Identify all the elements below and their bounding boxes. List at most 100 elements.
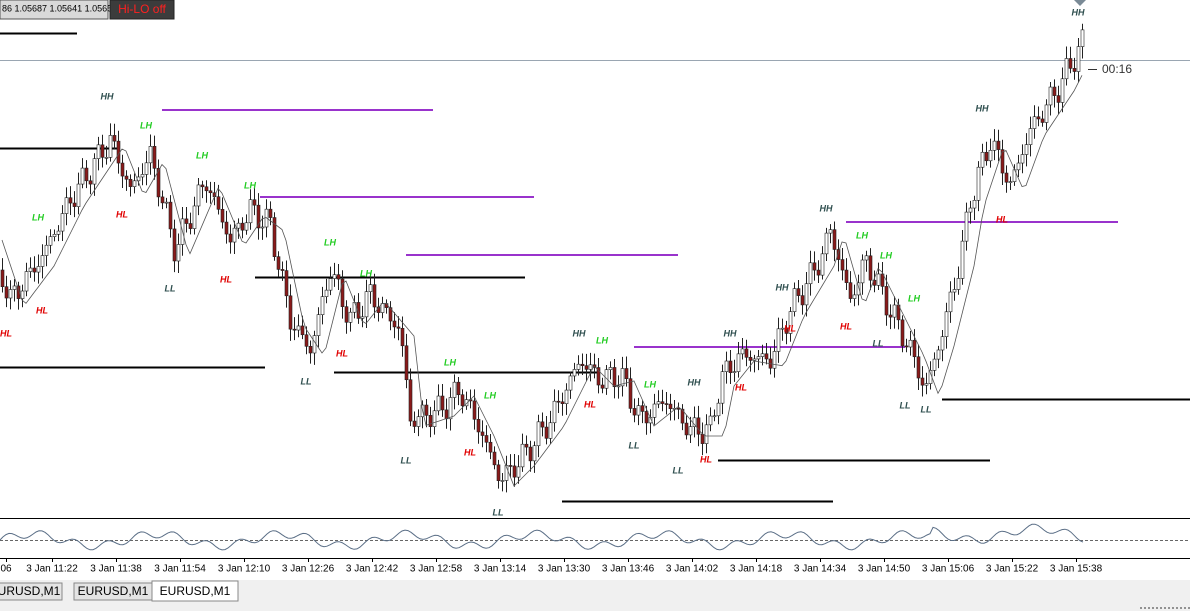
candle-body	[708, 415, 713, 426]
swing-label: HL	[840, 321, 852, 331]
candle-body	[56, 230, 61, 235]
candle-body	[72, 202, 77, 207]
candle-body	[164, 201, 169, 204]
candle-body	[532, 445, 537, 462]
swing-label: HL	[700, 454, 712, 464]
time-label: 3 Jan 15:06	[922, 564, 975, 575]
swing-label: HH	[820, 203, 833, 213]
candle-body	[448, 397, 453, 420]
hilo-button-text[interactable]: Hi-LO off	[118, 2, 166, 16]
candle-body	[848, 282, 853, 299]
candle-body	[368, 284, 373, 292]
time-label: 3 Jan 14:50	[858, 564, 911, 575]
time-label: 3 Jan 12:42	[346, 564, 399, 575]
swing-label: LL	[921, 404, 932, 414]
candle-body	[576, 363, 581, 370]
candle-body	[528, 446, 533, 462]
candle-body	[504, 465, 509, 481]
candle-body	[424, 404, 429, 416]
time-label: 3 Jan 12:10	[218, 564, 271, 575]
swing-label: LH	[856, 230, 868, 240]
candle-body	[444, 409, 449, 420]
swing-label: LL	[401, 455, 412, 465]
candle-body	[224, 221, 229, 235]
candle-body	[852, 294, 857, 299]
candle-body	[828, 229, 833, 234]
swing-label: HH	[101, 91, 114, 101]
candle-body	[20, 290, 25, 299]
candle-body	[220, 208, 225, 223]
candle-body	[320, 296, 325, 315]
candle-body	[496, 464, 501, 481]
candle-body	[840, 259, 845, 271]
candle-body	[300, 325, 305, 336]
candle-body	[632, 408, 637, 416]
candle-body	[388, 307, 393, 322]
swing-label: LL	[301, 376, 312, 386]
candle-body	[100, 144, 105, 158]
candle-body	[340, 278, 345, 307]
chart-tab[interactable]	[0, 582, 63, 601]
candle-body	[940, 336, 945, 351]
candle-body	[568, 375, 573, 391]
candle-body	[1008, 181, 1013, 183]
candle-body	[196, 184, 201, 207]
swing-label: HL	[336, 348, 348, 358]
chart-tab-label[interactable]: EURUSD,M1	[78, 584, 149, 598]
swing-label: LH	[908, 293, 920, 303]
candle-body	[208, 190, 213, 194]
candle-body	[1056, 95, 1061, 103]
bar-timer: 00:16	[1102, 62, 1132, 76]
quote-box	[0, 0, 109, 20]
candle-body	[860, 259, 865, 284]
candle-body	[644, 411, 649, 424]
candle-body	[500, 480, 505, 482]
candle-body	[472, 400, 477, 420]
swing-label: HH	[976, 103, 989, 113]
candle-body	[460, 394, 465, 407]
candle-body	[12, 285, 17, 290]
swing-label: LL	[673, 465, 684, 475]
hilo-button[interactable]	[109, 0, 175, 20]
swing-label: LH	[196, 150, 208, 160]
candle-body	[336, 274, 341, 280]
candle-body	[1036, 116, 1041, 120]
candle-body	[580, 363, 585, 366]
candle-body	[328, 278, 333, 291]
candle-body	[736, 353, 741, 372]
candle-body	[660, 401, 665, 404]
chart-tab-label[interactable]: EURUSD,M1	[160, 584, 231, 598]
candle-body	[260, 226, 265, 229]
candles	[0, 23, 1085, 493]
candle-body	[120, 162, 125, 177]
time-label: 3 Jan 11:54	[154, 564, 206, 575]
swing-label: LH	[140, 120, 152, 130]
candle-body	[380, 303, 385, 313]
candle-body	[1028, 128, 1033, 145]
candle-body	[168, 201, 173, 230]
candle-body	[1032, 116, 1037, 129]
moving-average	[1, 75, 1083, 487]
candle-body	[256, 204, 261, 229]
candle-body	[68, 197, 73, 204]
swing-label: HH	[1072, 7, 1085, 17]
candle-body	[960, 240, 965, 279]
chart-tab[interactable]	[151, 580, 239, 602]
candle-body	[656, 401, 661, 405]
candle-body	[16, 285, 21, 299]
candle-body	[88, 180, 93, 185]
chart-tab-label[interactable]: EURUSD,M1	[0, 584, 61, 598]
candle-body	[952, 289, 957, 293]
swing-label: LL	[873, 338, 884, 348]
swing-label: HL	[584, 399, 596, 409]
candle-body	[668, 403, 673, 409]
candle-body	[172, 228, 177, 262]
candle-body	[248, 199, 253, 224]
candle-body	[512, 465, 517, 478]
candle-body	[96, 144, 101, 159]
candle-body	[696, 417, 701, 435]
candle-body	[44, 244, 49, 256]
candle-body	[744, 348, 749, 358]
